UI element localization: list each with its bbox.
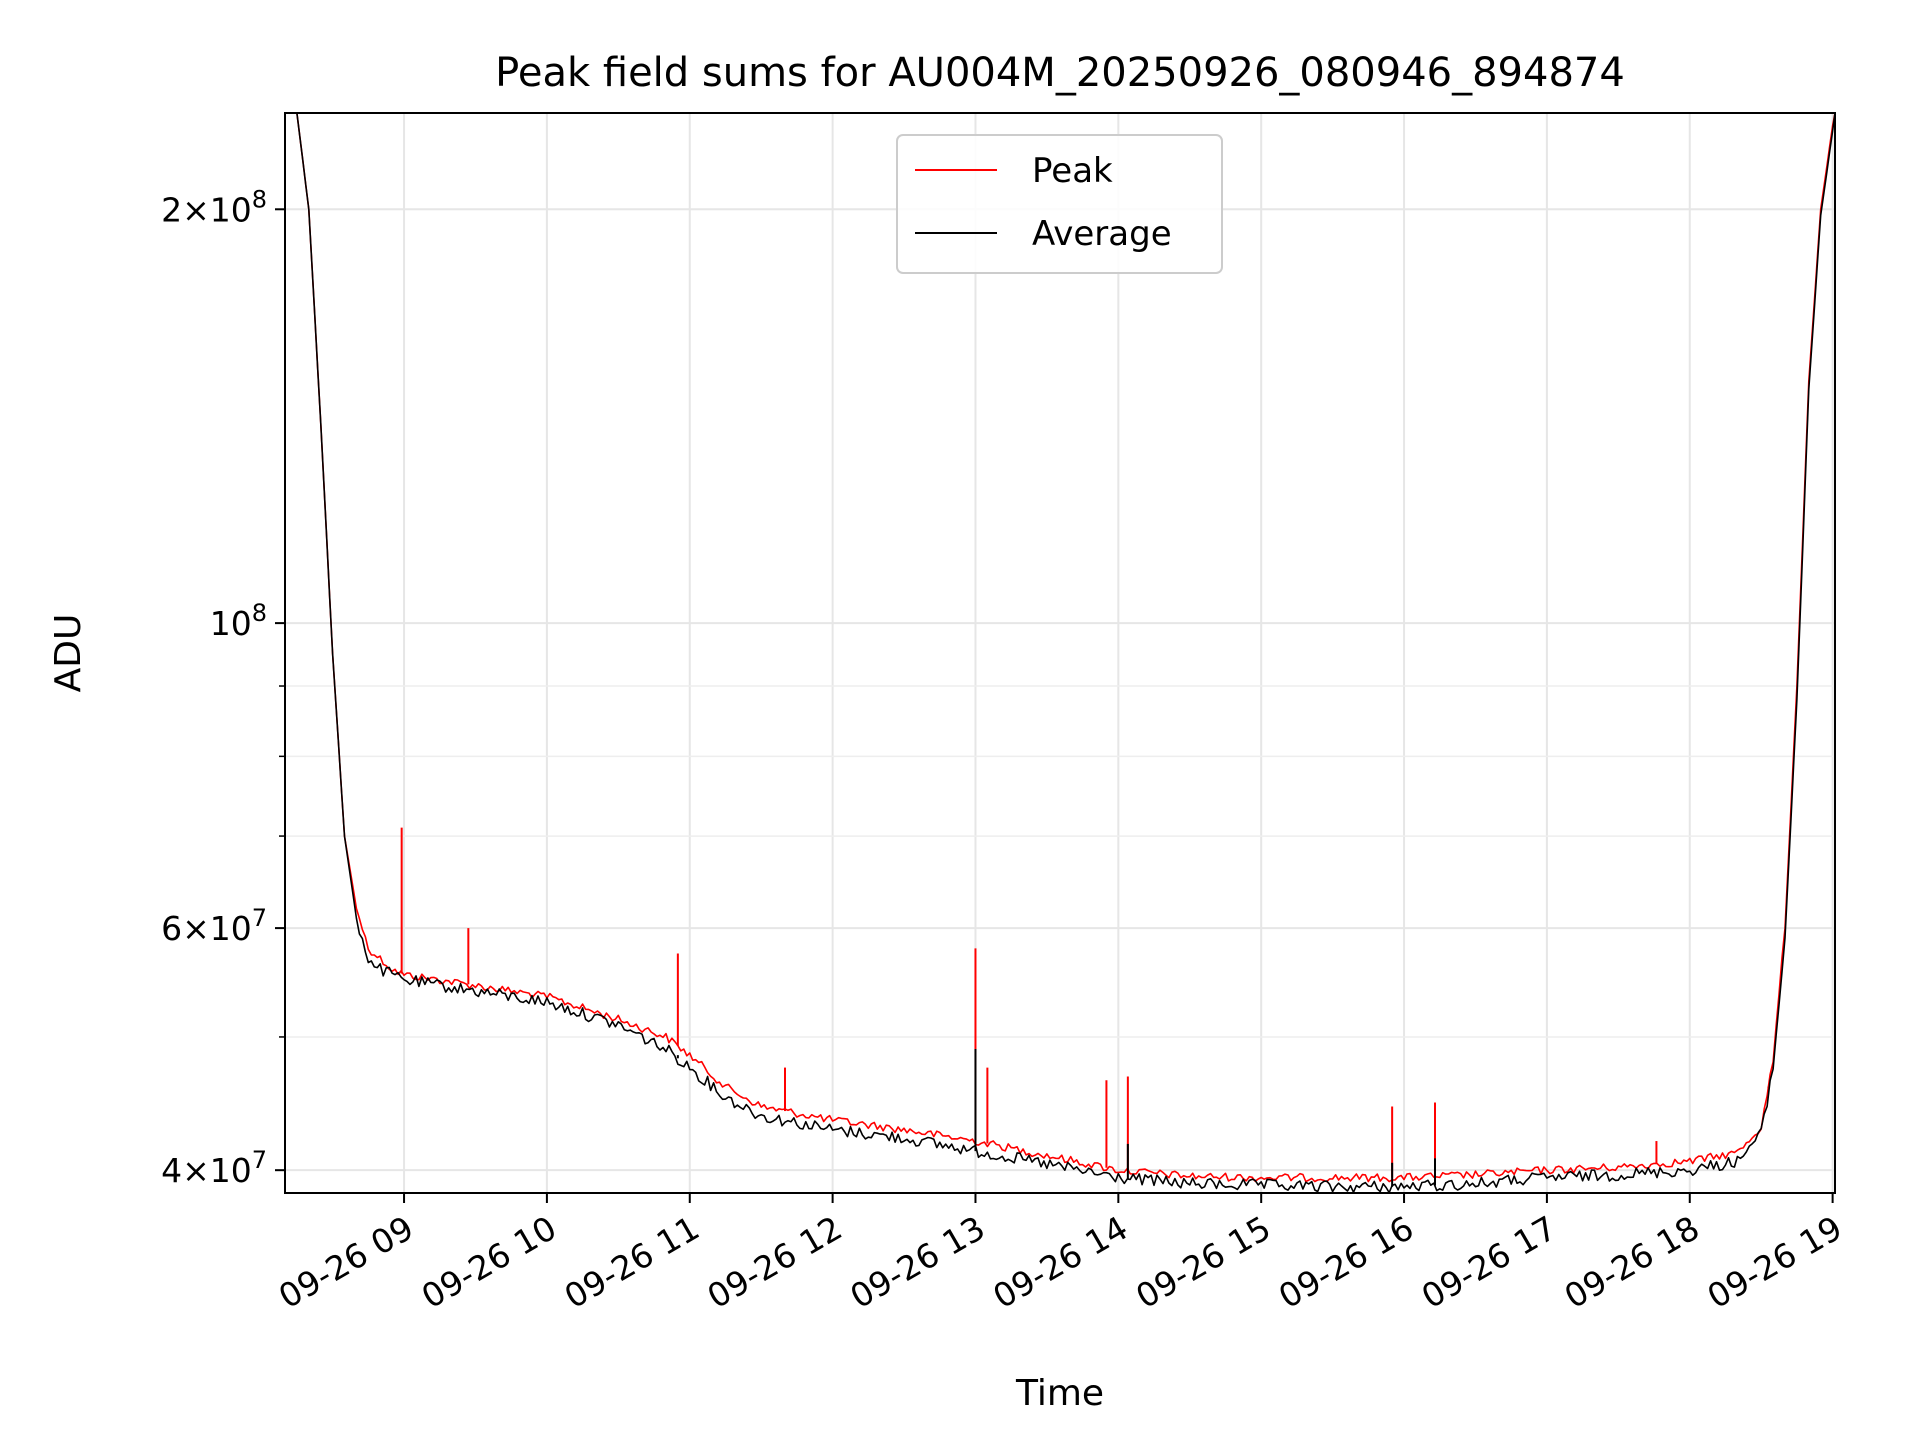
x-tick-label: 09-26 09 <box>272 1208 420 1316</box>
x-tick-label: 09-26 18 <box>1558 1208 1706 1316</box>
x-tick-label: 09-26 15 <box>1129 1208 1277 1316</box>
series-line-average <box>285 113 1835 1193</box>
x-axis-label: Time <box>1015 1373 1104 1414</box>
x-tick-label: 09-26 19 <box>1701 1208 1849 1316</box>
series-line-peak <box>285 113 1835 1183</box>
y-axis: 4×107 6×107 108 2×108 <box>161 185 285 1190</box>
x-tick-label: 09-26 11 <box>558 1208 706 1316</box>
x-tick-label: 09-26 10 <box>415 1208 563 1316</box>
y-tick-label: 4×107 <box>161 1146 267 1190</box>
chart-title: Peak field sums for AU004M_20250926_0809… <box>495 50 1625 96</box>
x-tick-label: 09-26 14 <box>986 1208 1134 1316</box>
legend-label-average: Average <box>1032 214 1172 254</box>
legend: Peak Average <box>896 134 1223 274</box>
y-tick-label: 6×107 <box>161 904 267 948</box>
series-layer <box>285 113 1835 1193</box>
x-tick-label: 09-26 13 <box>843 1208 991 1316</box>
x-tick-label: 09-26 17 <box>1415 1208 1563 1316</box>
plot-frame <box>284 112 1836 1194</box>
y-tick-label: 108 <box>210 599 267 643</box>
y-tick-label: 2×108 <box>161 185 267 229</box>
x-tick-label: 09-26 12 <box>701 1208 849 1316</box>
legend-label-peak: Peak <box>1032 151 1113 191</box>
grid-lines <box>285 113 1835 1193</box>
y-axis-label: ADU <box>48 614 89 693</box>
x-tick-label: 09-26 16 <box>1272 1208 1420 1316</box>
